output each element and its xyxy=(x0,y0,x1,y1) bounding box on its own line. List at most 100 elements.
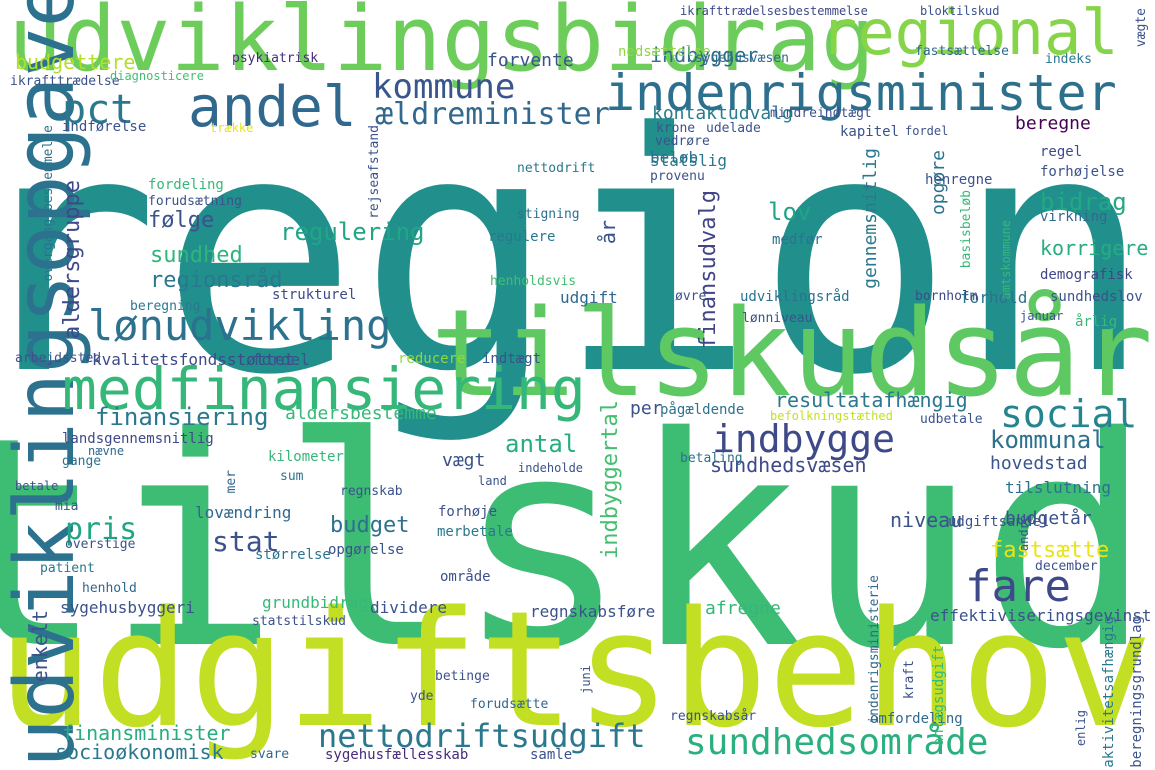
word-hovedstad: hovedstad xyxy=(990,453,1088,474)
word-aeldreminister: ældreminister xyxy=(375,97,610,132)
word-regnskabsaar: regnskabsår xyxy=(670,709,757,724)
word-henregne: henregne xyxy=(925,172,993,188)
word-kraft: kraft xyxy=(902,660,917,700)
word-befolkningstaethed: befolkningstæthed xyxy=(770,409,893,423)
word-indeks: indeks xyxy=(1045,52,1092,67)
word-regulere: regulere xyxy=(488,229,556,245)
word-forudsaette: forudsætte xyxy=(470,697,549,712)
word-omraade: område xyxy=(440,569,491,585)
word-statstilskud: statstilskud xyxy=(252,614,346,629)
word-overstige: overstige xyxy=(65,537,136,552)
word-rejseafstand: rejseafstand xyxy=(367,125,382,219)
word-budgetaar: budgetår xyxy=(1005,508,1092,529)
word-social: social xyxy=(1000,392,1138,436)
word-aldersgruppe: aldersgruppe xyxy=(60,180,85,339)
word-land: land xyxy=(478,474,507,488)
word-loenudvikling: lønudvikling xyxy=(88,301,392,350)
word-demografisk: demografisk xyxy=(1040,267,1133,283)
word-mer: mer xyxy=(224,470,239,494)
word-region: region xyxy=(0,63,1153,447)
word-forhoeje: forhøje xyxy=(438,504,498,520)
word-indbygge: indbygge xyxy=(712,417,896,461)
word-statslig: statslig xyxy=(650,151,728,170)
word-enkelt: enkelt xyxy=(28,610,52,683)
word-regional: regional xyxy=(820,0,1119,69)
word-sum: sum xyxy=(280,469,304,484)
word-kommunal: kommunal xyxy=(990,426,1106,454)
word-forvente: forvente xyxy=(487,50,574,71)
word-sygehusfaellesskab: sygehusfællesskab xyxy=(325,747,469,763)
word-sundhedsvaesen: sundhedsvæsen xyxy=(710,453,867,477)
word-traekke: trække xyxy=(210,121,254,135)
word-psykiatrisk: psykiatrisk xyxy=(232,51,319,66)
word-fordel: fordel xyxy=(905,124,949,138)
word-udviklingsraad: udviklingsråd xyxy=(740,289,850,305)
word-finansudvalg: finansudvalg xyxy=(696,190,721,349)
word-loenniveau: lønniveau xyxy=(742,311,813,326)
word-fastsaettelse: fastsættelse xyxy=(915,44,1009,59)
word-stat: stat xyxy=(212,525,280,558)
word-aarlig: årlig xyxy=(1075,314,1118,330)
word-kapitel: kapitel xyxy=(840,124,900,140)
word-per: per xyxy=(630,398,663,419)
word-budget: budget xyxy=(330,513,410,538)
word-lovaendring: lovændring xyxy=(195,503,292,522)
word-lov: lov xyxy=(768,198,812,226)
word-oevre: øvre xyxy=(675,289,707,304)
word-indenrigsministerie: indenrigsministerie xyxy=(867,575,882,724)
word-stoerrelse: størrelse xyxy=(255,547,331,563)
word-yde: yde xyxy=(410,689,434,704)
word-samle: samle xyxy=(530,747,573,763)
word-tilskudsaar: tilskudsår xyxy=(430,285,1153,424)
word-sundhedsomraade: sundhedsområde xyxy=(685,722,989,763)
word-foelge: følge xyxy=(148,208,215,233)
word-mia: mia xyxy=(55,499,79,514)
word-betinge: betinge xyxy=(435,669,490,684)
word-kommune: kommune xyxy=(372,67,516,107)
word-antal: antal xyxy=(505,430,578,458)
word-januar: januar xyxy=(1020,309,1064,323)
word-indfoerelse: indførelse xyxy=(62,119,147,135)
word-kilometer: kilometer xyxy=(268,449,344,465)
word-patient: patient xyxy=(40,561,95,576)
word-krone: krone xyxy=(656,121,696,136)
word-aktivitetsafhaengig: aktivitetsafhængig xyxy=(1101,616,1117,768)
word-regnskabsfoere: regnskabsføre xyxy=(530,602,656,621)
word-tilskud: tilskud xyxy=(0,376,1153,713)
word-vaegt: vægt xyxy=(442,450,486,471)
word-aldersbestemme: aldersbestemme xyxy=(285,403,437,424)
word-december: december xyxy=(1035,559,1098,574)
word-finansiering: finansiering xyxy=(95,403,269,431)
word-regel: regel xyxy=(1040,144,1083,160)
word-udbetale: udbetale xyxy=(920,412,983,427)
word-forhoejelse: forhøjelse xyxy=(1040,164,1125,180)
word-ikrafttraedelse: ikrafttrædelse xyxy=(10,74,120,89)
word-forudsaetning: forudsætning xyxy=(148,194,242,209)
word-afregne: afregne xyxy=(705,598,781,619)
word-forhold: forhold xyxy=(960,288,1028,307)
word-indtaegt: indtægt xyxy=(482,351,542,367)
word-mindreindtaegt: mindreindtægt xyxy=(770,106,872,121)
word-omfordeling: omfordeling xyxy=(870,711,963,727)
word-ikrafttraedelsesbestemmelse: ikrafttrædelsesbestemmelse xyxy=(680,4,868,18)
word-gennemsnitlig: gennemsnitlig xyxy=(860,148,881,289)
word-udgiftsbehov: udgiftsbehov xyxy=(0,576,1153,763)
word-beloeb: beløb xyxy=(650,148,699,167)
word-nettodriftsudgift: nettodriftsudgift xyxy=(318,717,646,755)
word-bidrag: bidrag xyxy=(1040,188,1127,216)
word-reducere: reducere xyxy=(398,351,466,367)
word-regulering: regulering xyxy=(280,218,425,246)
word-tilslutning: tilslutning xyxy=(1005,478,1111,497)
word-udgiftsandel: udgiftsandel xyxy=(948,514,1050,530)
word-fordel: fordel xyxy=(252,350,310,369)
word-landsgennemsnitlig: landsgennemsnitlig xyxy=(62,431,214,447)
word-arbejdssted: arbejdssted xyxy=(15,351,102,366)
word-regnskab: regnskab xyxy=(340,484,403,499)
word-basisbeloeb: basisbeløb xyxy=(959,190,974,269)
word-nedsaettelse: nedsættelse xyxy=(618,44,711,60)
word-betale: betale xyxy=(15,479,59,493)
word-aar: år xyxy=(596,220,620,245)
word-effektiviseringsgevinst: effektiviseringsgevinst xyxy=(930,606,1152,625)
word-dividere: dividere xyxy=(370,598,448,617)
word-anlaegsudgift: anlægsudgift xyxy=(931,645,947,747)
